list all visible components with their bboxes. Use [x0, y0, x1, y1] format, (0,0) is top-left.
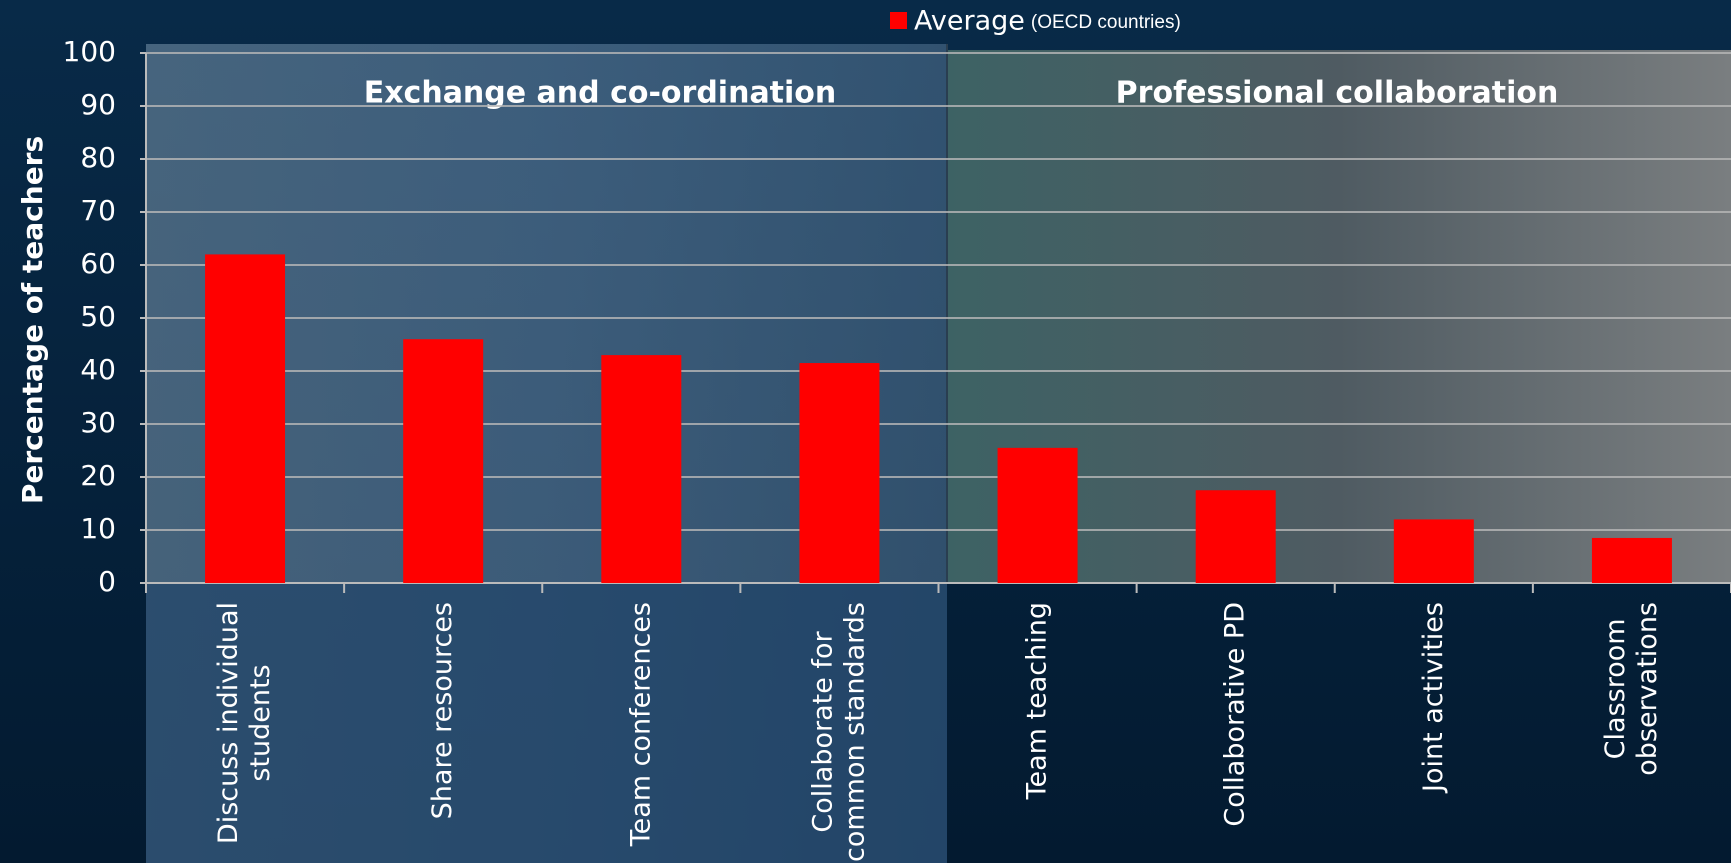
x-tick-label-group: Team teaching	[1021, 602, 1052, 800]
y-tick-label: 100	[63, 35, 116, 68]
x-tick-label-group: Collaborate forcommon standards	[807, 602, 870, 862]
bar	[1394, 519, 1474, 583]
x-tick-label: Team conferences	[625, 602, 656, 847]
bar	[403, 339, 483, 583]
bar	[205, 254, 285, 583]
x-tick-label-group: Collaborative PD	[1219, 602, 1250, 827]
legend-note: (OECD countries)	[1031, 12, 1181, 33]
x-tick-label: Share resources	[427, 602, 458, 819]
y-tick-label: 20	[80, 459, 116, 492]
x-tick-label: Collaborate forcommon standards	[807, 602, 870, 862]
y-tick-label: 60	[80, 247, 116, 280]
x-tick-label-group: Share resources	[427, 602, 458, 819]
y-tick-label: 40	[80, 353, 116, 386]
bar	[1196, 490, 1276, 583]
x-tick-label: Team teaching	[1021, 602, 1052, 800]
y-tick-label: 30	[80, 406, 116, 439]
x-tick-label-group: Joint activities	[1417, 602, 1448, 794]
x-tick-label-group: Classroomobservations	[1599, 602, 1662, 776]
x-tick-label: Collaborative PD	[1219, 602, 1250, 827]
legend-label: Average	[914, 6, 1025, 37]
chart: Average(OECD countries) Exchange and co-…	[0, 0, 1731, 863]
legend-swatch	[890, 12, 907, 29]
y-tick-label: 50	[80, 300, 116, 333]
bar	[998, 448, 1078, 583]
y-tick-label: 10	[80, 512, 116, 545]
bar	[799, 363, 879, 583]
bar	[601, 355, 681, 583]
bar	[1592, 538, 1672, 583]
x-tick-label: Classroomobservations	[1599, 602, 1662, 776]
y-tick-label: 70	[80, 194, 116, 227]
y-tick-label: 80	[80, 141, 116, 174]
x-tick-label-group: Team conferences	[625, 602, 656, 847]
y-axis-label: Percentage of teachers	[16, 136, 49, 504]
y-tick-label: 0	[98, 565, 116, 598]
x-tick-label: Joint activities	[1417, 602, 1448, 794]
y-tick-label: 90	[80, 88, 116, 121]
